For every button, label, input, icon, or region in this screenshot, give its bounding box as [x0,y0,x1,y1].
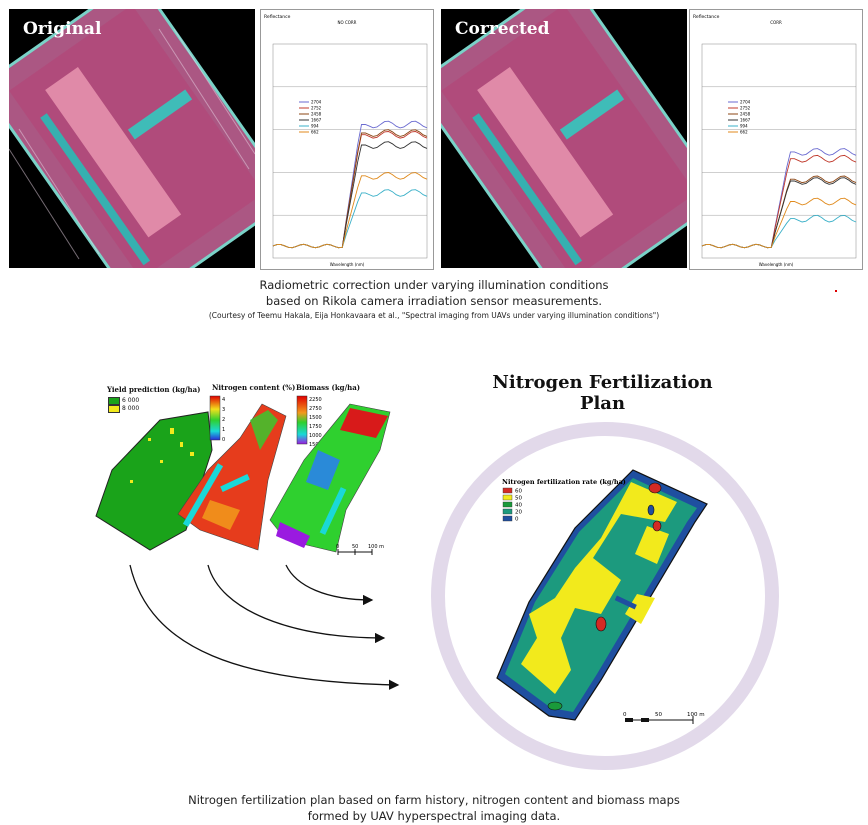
plan-legend-swatch-0 [502,515,513,522]
correction-caption: Radiometric correction under varying ill… [0,277,868,309]
maps-scale-bar: 0 50 100 m [336,544,384,555]
plan-legend-swatch-60 [502,487,513,494]
corrected-field-mosaic [441,9,687,268]
corrected-label: Corrected [455,19,550,39]
plan-scale-50: 50 [655,712,662,718]
biomass-tick-5: 1000 [309,433,322,439]
yield-legend-label-1: 6 000 [122,397,140,404]
plan-legend-label-50: 50 [515,496,522,502]
courtesy-note: (Courtesy of Teemu Hakala, Eija Honkavaa… [208,311,660,320]
nitrogen-tick-4: 1 [222,427,225,433]
right-chart-plot-frame [701,43,857,259]
left-chart-xlabel: Wavelength (nm) [330,262,365,267]
left-chart-legend-2752: 2752 [311,106,322,111]
fertilization-caption-line1: Nitrogen fertilization plan based on far… [188,793,680,807]
red-dot [835,290,837,292]
left-chart-curve-2704 [272,120,428,249]
biomass-tick-6: 1500 [309,442,322,448]
fertilization-plan-figure: Nitrogen fertilization rate (kg/ha) 6050… [431,422,779,770]
left-chart-legend-994: 994 [311,124,319,129]
arrow-biomass-to-plan [285,564,374,606]
nitrogen-ticks: 4 3 2 1 0 [222,397,225,443]
yield-legend-swatch-2 [108,405,120,413]
original-field-mosaic [9,9,255,268]
plan-legend-swatch-40 [502,501,513,508]
plan-legend: Nitrogen fertilization rate (kg/ha) [502,478,626,486]
left-chart-legend-662: 662 [311,130,319,135]
nitrogen-tick-5: 0 [222,437,225,443]
reflectance-chart-uncorrected: Reflectance NO CORR Wavelength (nm) 2704 275… [260,9,434,270]
fertilization-caption: Nitrogen fertilization plan based on far… [0,792,868,824]
biomass-map [269,403,391,553]
left-chart-curve-2752 [272,131,428,249]
original-aerial-image: Original [9,9,255,268]
plan-legend-label-60: 60 [515,489,522,495]
plan-legend-label-0: 0 [515,517,519,523]
nitrogen-tick-2: 3 [222,407,225,413]
right-chart-title: CORR [770,20,782,25]
right-chart-curve-2458 [701,175,857,249]
left-chart-title: NO CORR [338,20,357,25]
right-chart-curve-662 [701,197,857,249]
fertilization-plan-map [496,469,708,721]
yield-map-title: Yield prediction (kg/ha) [107,385,201,394]
plan-scale-bar: 0 50 100 m [623,712,705,724]
biomass-tick-1: 2250 [309,397,322,403]
biomass-tick-3: 1500 [309,415,322,421]
nitrogen-tick-1: 4 [222,397,225,403]
left-chart-legend-1667: 1667 [311,118,322,123]
original-label: Original [23,19,102,39]
yield-prediction-map [95,411,213,551]
right-chart-legend-994: 994 [740,124,748,129]
biomass-ticks: 2250 2750 1500 1750 1000 1500 [309,397,322,448]
left-chart-corner-label: Reflectance [264,14,291,20]
reflectance-chart-corrected: Reflectance CORR Wavelength (nm) 2704 2752 24… [689,9,863,270]
right-chart-curve-2704 [701,148,857,249]
arrow-nitrogen-to-plan [207,564,386,644]
biomass-tick-2: 2750 [309,406,322,412]
right-chart-legend-1667: 1667 [740,118,751,123]
right-chart-corner-label: Reflectance [693,14,720,20]
maps-scale-0: 0 [336,544,339,550]
right-chart-legend-2752: 2752 [740,106,751,111]
left-chart-legend-2458: 2458 [311,112,322,117]
left-chart-legend-2704: 2704 [311,100,322,105]
biomass-tick-4: 1750 [309,424,322,430]
yield-legend-swatch-1 [108,397,120,405]
right-chart-xlabel: Wavelength (nm) [759,262,794,267]
right-chart-legend-2458: 2458 [740,112,751,117]
biomass-colorbar [296,395,308,445]
left-chart-curve-662 [272,172,428,249]
correction-caption-line2: based on Rikola camera irradiation senso… [265,294,603,308]
right-chart-curve-1667 [701,177,857,249]
corrected-aerial-image: Corrected [441,9,687,268]
plan-legend-title: Nitrogen fertilization rate (kg/ha) [502,478,626,486]
plan-scale-0: 0 [623,712,627,718]
biomass-map-title: Biomass (kg/ha) [296,383,361,392]
plan-legend-swatch-50 [502,494,513,501]
nitrogen-tick-3: 2 [222,417,225,423]
fertilization-caption-line2: formed by UAV hyperspectral imaging data… [307,809,561,823]
nitrogen-map-title: Nitrogen content (%) [212,383,296,392]
right-chart-legend-662: 662 [740,130,748,135]
plan-legend-swatch-20 [502,508,513,515]
left-chart-plot-frame [272,43,428,259]
input-maps-and-arrows: 4 3 2 1 0 2250 2750 1500 1750 1000 1 500 … [95,395,400,691]
right-chart-legend-2704: 2704 [740,100,751,105]
nitrogen-content-map [177,403,287,551]
plan-legend-label-40: 40 [515,503,522,509]
plan-scale-100: 100 m [687,712,705,718]
plan-legend-label-20: 20 [515,510,522,516]
arrow-yield-to-plan [129,564,400,691]
yield-legend-label-2: 8 000 [122,405,140,412]
nitrogen-colorbar [209,395,221,441]
maps-scale-100: 100 m [368,544,384,550]
maps-scale-50: 50 [352,544,358,550]
plan-title: Nitrogen Fertilization Plan [492,372,713,414]
correction-caption-line1: Radiometric correction under varying ill… [259,278,609,292]
